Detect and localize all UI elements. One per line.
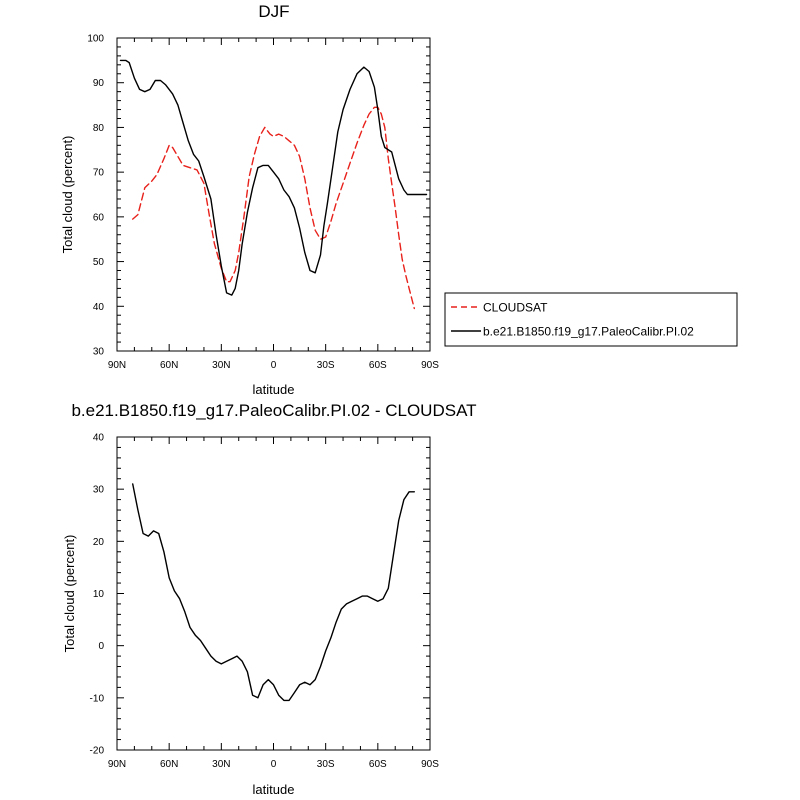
bottom-y-tick-label: 20 [93, 537, 105, 548]
bottom-x-tick-label: 90S [421, 759, 439, 770]
top-chart-title: DJF [258, 2, 289, 21]
bottom-chart-title: b.e21.B1850.f19_g17.PaleoCalibr.PI.02 - … [71, 401, 476, 420]
bottom-y-tick-label: 40 [93, 433, 105, 444]
top-x-tick-label: 60S [369, 360, 387, 371]
bottom-x-tick-label: 60S [369, 759, 387, 770]
top-y-tick-label: 30 [93, 347, 105, 358]
bottom-panel: b.e21.B1850.f19_g17.PaleoCalibr.PI.02 - … [62, 401, 477, 797]
bottom-x-tick-label: 30N [212, 759, 230, 770]
top-plot-ticks: 90N 60N 30N 0 30S 60S 90S 30 40 50 60 70 80 90 100 [87, 34, 439, 372]
bottom-x-tick-label: 0 [271, 759, 277, 770]
top-x-tick-label: 30S [317, 360, 335, 371]
top-x-tick-label: 0 [271, 360, 277, 371]
bottom-plot-frame [116, 436, 431, 751]
top-x-tick-label: 60N [160, 360, 178, 371]
bottom-x-tick-label: 30S [317, 759, 335, 770]
bottom-plot-ticks: 90N 60N 30N 0 30S 60S 90S -20 -10 0 10 20 30 40 [90, 433, 440, 771]
top-y-tick-label: 40 [93, 302, 105, 313]
top-y-tick-label: 70 [93, 168, 105, 179]
top-series-line-1 [119, 59, 428, 296]
top-panel: DJF 90N 60N 30N 0 30S 60S 90S 30 40 50 60 70 80 90 100… [60, 2, 738, 397]
top-y-tick-label: 50 [93, 257, 105, 268]
top-y-tick-label: 60 [93, 212, 105, 223]
bottom-y-tick-label: 10 [93, 589, 105, 600]
top-y-axis-label: Total cloud (percent) [60, 136, 75, 254]
top-y-tick-label: 90 [93, 78, 105, 89]
bottom-series-line-0 [132, 483, 415, 702]
top-y-tick-label: 100 [87, 34, 104, 45]
bottom-x-tick-label: 60N [160, 759, 178, 770]
top-plot-frame [116, 37, 431, 352]
top-x-tick-label: 90N [108, 360, 126, 371]
top-plot-series [119, 59, 428, 310]
bottom-plot-series [132, 483, 415, 702]
bottom-y-axis-label: Total cloud (percent) [62, 535, 77, 653]
bottom-y-tick-label: 30 [93, 485, 105, 496]
legend-box [444, 292, 738, 347]
top-x-tick-label: 90S [421, 360, 439, 371]
top-x-axis-label: latitude [253, 382, 295, 397]
bottom-y-tick-label: 0 [98, 641, 104, 652]
bottom-x-tick-label: 90N [108, 759, 126, 770]
top-y-tick-label: 80 [93, 123, 105, 134]
top-x-tick-label: 30N [212, 360, 230, 371]
bottom-y-tick-label: -20 [90, 746, 105, 757]
bottom-y-tick-label: -10 [90, 693, 105, 704]
legend-label-model: b.e21.B1850.f19_g17.PaleoCalibr.PI.02 [483, 325, 694, 339]
top-series-line-0 [132, 106, 415, 310]
legend-label-cloudsat: CLOUDSAT [483, 301, 548, 315]
bottom-x-axis-label: latitude [253, 782, 295, 797]
legend: CLOUDSAT b.e21.B1850.f19_g17.PaleoCalibr… [444, 292, 738, 347]
